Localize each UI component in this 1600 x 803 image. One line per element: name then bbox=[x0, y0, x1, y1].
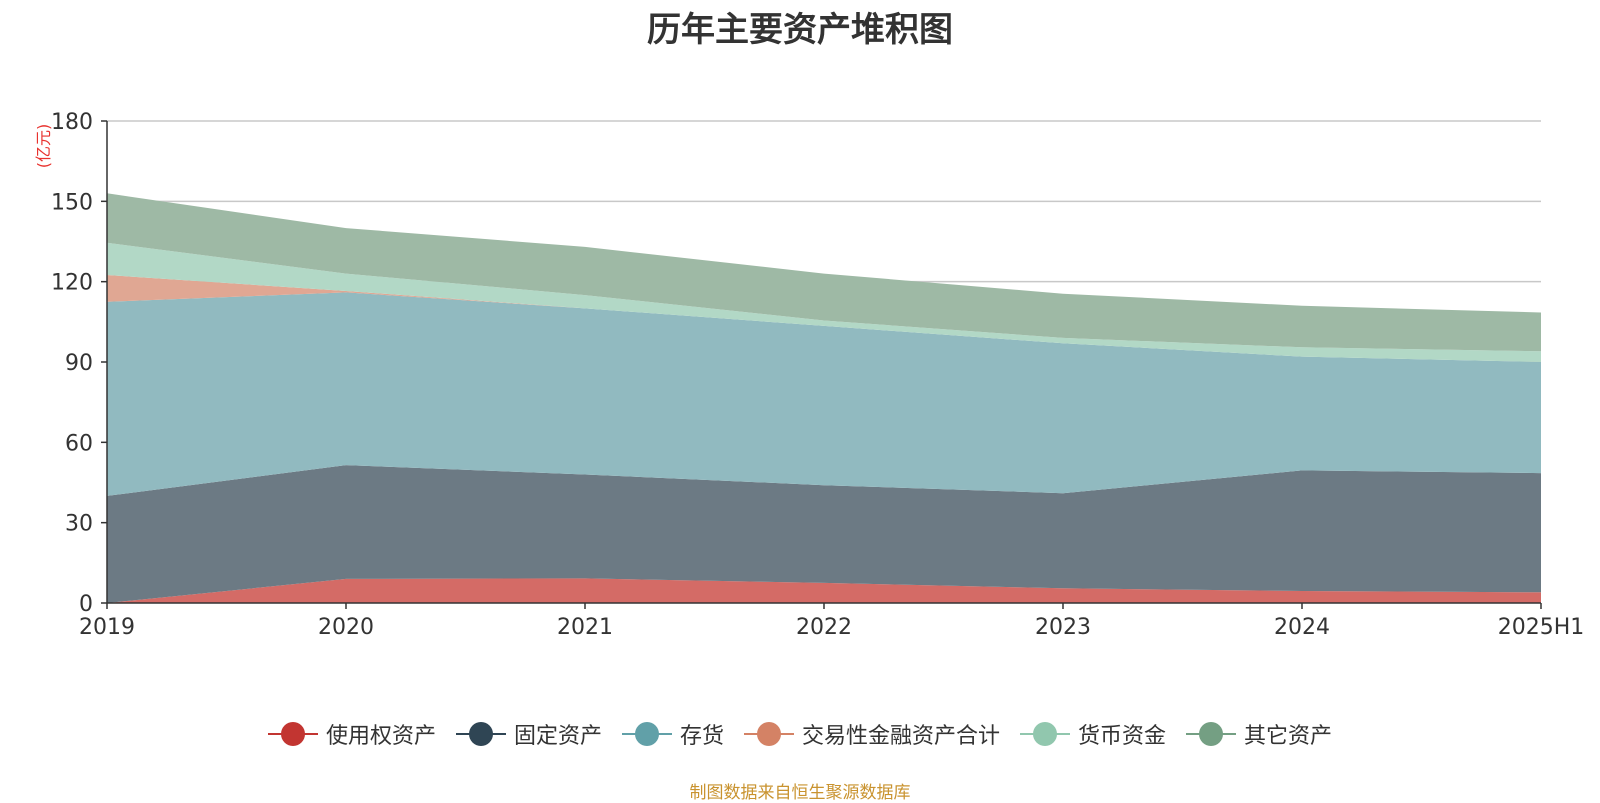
source-note: 制图数据来自恒生聚源数据库 bbox=[689, 783, 911, 803]
y-tick-label: 60 bbox=[65, 431, 93, 456]
y-tick-label: 120 bbox=[51, 271, 93, 296]
y-axis-unit-label: (亿元) bbox=[34, 124, 53, 169]
y-tick-label: 90 bbox=[65, 351, 93, 376]
y-tick-label: 150 bbox=[51, 190, 93, 215]
legend-label: 固定资产 bbox=[513, 724, 602, 749]
axes: 0 30 60 90 120 150 180 2019 2020 2021 2022 2023 2024… bbox=[34, 110, 1584, 640]
legend-marker-icon bbox=[621, 721, 672, 747]
x-tick-label: 2019 bbox=[79, 615, 135, 640]
area-series-group bbox=[107, 193, 1541, 603]
x-tick-label: 2021 bbox=[557, 615, 613, 640]
legend-marker-icon bbox=[267, 721, 318, 747]
legend-item[interactable]: 货币资金 bbox=[1020, 718, 1166, 750]
legend-marker-icon bbox=[455, 721, 506, 747]
x-tick-label: 2025H1 bbox=[1498, 615, 1585, 640]
legend-marker-icon bbox=[1186, 721, 1237, 747]
x-tick-label: 2022 bbox=[796, 615, 852, 640]
legend-label: 存货 bbox=[679, 724, 724, 749]
legend: 使用权资产 固定资产 存货 交易性金融资产合计 货币资金 其它资产 bbox=[0, 718, 1600, 750]
area-series bbox=[107, 292, 1541, 496]
legend-label: 其它资产 bbox=[1244, 724, 1333, 749]
y-tick-label: 180 bbox=[51, 110, 93, 135]
x-tick-label: 2024 bbox=[1274, 615, 1330, 640]
legend-item[interactable]: 存货 bbox=[621, 718, 724, 750]
x-tick-label: 2023 bbox=[1035, 615, 1091, 640]
legend-item[interactable]: 交易性金融资产合计 bbox=[744, 718, 1000, 750]
legend-item[interactable]: 固定资产 bbox=[455, 718, 602, 750]
chart-title: 历年主要资产堆积图 bbox=[647, 10, 953, 50]
legend-label: 货币资金 bbox=[1078, 724, 1167, 749]
area-series bbox=[107, 242, 1541, 362]
y-tick-label: 0 bbox=[79, 592, 93, 617]
legend-marker-icon bbox=[744, 721, 794, 747]
y-tick-label: 30 bbox=[65, 512, 93, 537]
legend-item[interactable]: 其它资产 bbox=[1186, 718, 1332, 750]
area-series bbox=[107, 578, 1541, 603]
legend-label: 交易性金融资产合计 bbox=[802, 724, 1001, 749]
legend-marker-icon bbox=[1020, 721, 1071, 747]
area-series bbox=[107, 465, 1541, 603]
legend-item[interactable]: 使用权资产 bbox=[267, 718, 436, 750]
x-tick-label: 2020 bbox=[318, 615, 374, 640]
area-series bbox=[107, 193, 1541, 352]
legend-label: 使用权资产 bbox=[325, 724, 436, 749]
